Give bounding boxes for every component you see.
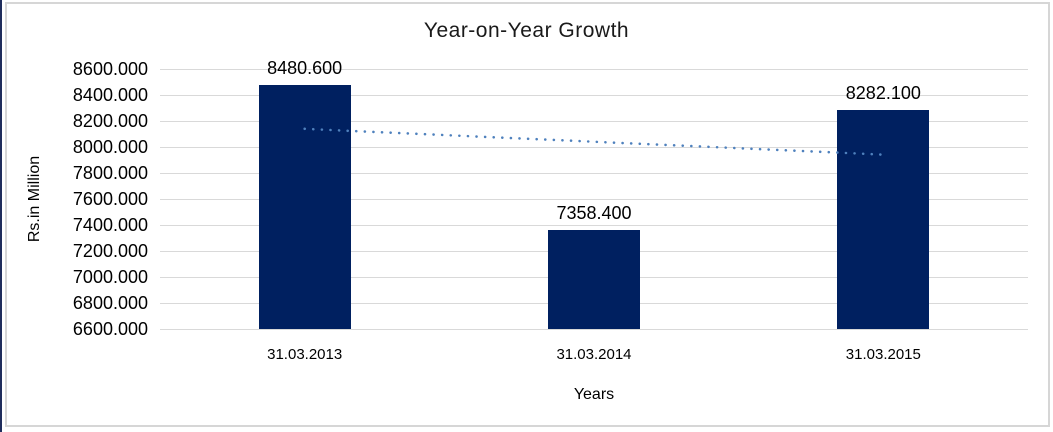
x-tick-label: 31.03.2013	[267, 346, 343, 363]
bar-data-label: 7358.400	[556, 203, 632, 224]
bar-31.03.2015	[837, 110, 930, 329]
gridline	[160, 120, 1028, 122]
y-tick-label: 8000.000	[72, 137, 148, 157]
y-tick-label: 7800.000	[72, 163, 148, 183]
gridline	[160, 172, 1028, 174]
bar-data-label: 8480.600	[267, 57, 343, 78]
y-tick-label: 8400.000	[72, 85, 148, 105]
bar-data-label: 8282.100	[845, 83, 921, 104]
x-tick-label: 31.03.2015	[845, 346, 921, 363]
y-tick-label: 7600.000	[72, 189, 148, 209]
y-tick-label: 7200.000	[72, 241, 148, 261]
gridline	[160, 328, 1028, 330]
page-left-edge	[0, 0, 2, 432]
bar-31.03.2013	[258, 84, 351, 329]
gridline	[160, 68, 1028, 70]
gridline	[160, 94, 1028, 96]
y-tick-label: 6800.000	[72, 293, 148, 313]
x-tick-label: 31.03.2014	[556, 346, 632, 363]
gridline	[160, 198, 1028, 200]
chart-frame	[5, 2, 1050, 427]
y-tick-label: 7400.000	[72, 215, 148, 235]
chart-title: Year-on-Year Growth	[423, 19, 630, 42]
y-tick-label: 7000.000	[72, 267, 148, 287]
y-tick-label: 6600.000	[72, 319, 148, 339]
bar-31.03.2014	[548, 230, 640, 329]
x-axis-title: Years	[573, 386, 615, 403]
y-tick-label: 8600.000	[72, 59, 148, 79]
y-tick-label: 8200.000	[72, 111, 148, 131]
gridline	[160, 224, 1028, 226]
